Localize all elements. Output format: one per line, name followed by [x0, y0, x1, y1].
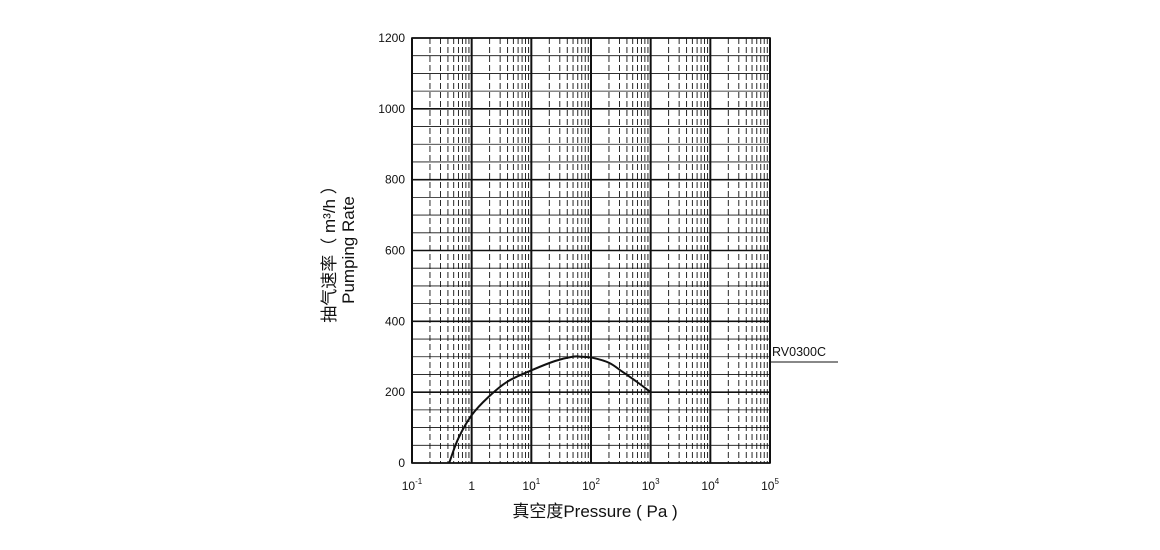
y-tick-labels: 0 200 400 600 800 1000 1200 [378, 31, 405, 470]
x-tick-label: 102 [582, 477, 600, 493]
x-tick-label: 1 [468, 479, 475, 493]
y-tick-label: 800 [385, 173, 405, 187]
x-tick-labels: 10-1 1 101 102 103 104 105 [402, 477, 780, 493]
x-tick-label: 10-1 [402, 477, 423, 493]
x-tick-label: 105 [761, 477, 779, 493]
y-tick-label: 1200 [378, 31, 405, 45]
series-line-RV0300C [448, 355, 652, 464]
y-axis-label-en: Pumping Rate [339, 196, 358, 304]
grid [411, 37, 771, 464]
y-tick-label: 400 [385, 314, 405, 328]
x-tick-label: 103 [642, 477, 660, 493]
y-tick-label: 0 [398, 456, 405, 470]
plot-frame [411, 37, 771, 464]
series-label: RV0300C [772, 345, 826, 359]
y-tick-label: 1000 [378, 102, 405, 116]
y-tick-label: 200 [385, 385, 405, 399]
y-axis-label-cn: 抽气速率（ m³/h ） [320, 177, 339, 322]
series-layer [448, 355, 652, 464]
y-tick-label: 600 [385, 244, 405, 258]
x-tick-label: 104 [701, 477, 719, 493]
x-tick-label: 101 [522, 477, 540, 493]
x-axis-label: 真空度Pressure ( Pa ) [512, 502, 677, 521]
